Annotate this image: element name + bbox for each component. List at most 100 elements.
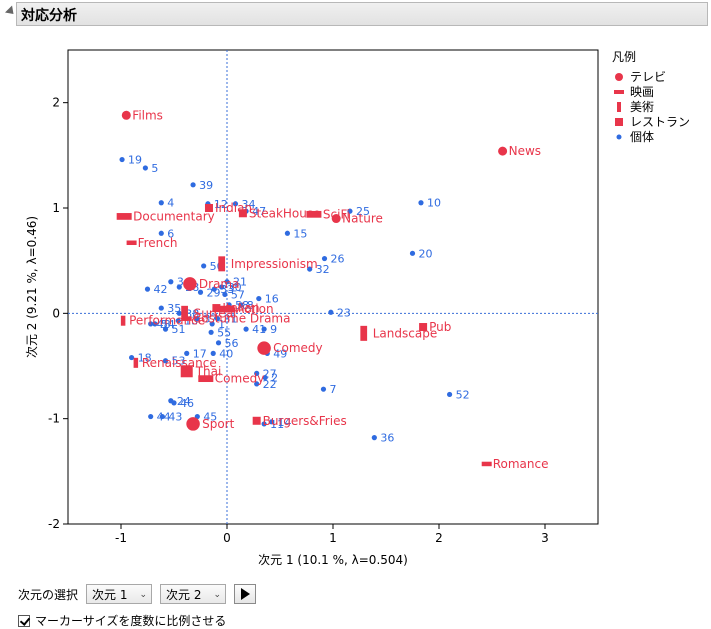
individual-point[interactable] bbox=[144, 286, 151, 292]
individual-point[interactable] bbox=[208, 329, 214, 335]
category-point-hbar[interactable] bbox=[126, 240, 137, 246]
individual-point[interactable] bbox=[119, 156, 125, 163]
category-point-hbar[interactable] bbox=[306, 210, 322, 218]
category-point-hbar[interactable] bbox=[116, 213, 132, 220]
individual-point[interactable] bbox=[254, 370, 260, 376]
dim-x-value: 次元 1 bbox=[92, 588, 128, 602]
category-point-vbar[interactable] bbox=[218, 256, 226, 272]
individual-point[interactable] bbox=[447, 391, 453, 398]
category-point-square[interactable] bbox=[419, 323, 428, 332]
individual-point[interactable] bbox=[162, 326, 169, 332]
dim-y-dropdown[interactable]: 次元 2 ⌄ bbox=[160, 584, 227, 604]
individual-point[interactable] bbox=[210, 350, 216, 356]
individual-point[interactable] bbox=[171, 400, 177, 406]
individual-point[interactable] bbox=[162, 358, 169, 364]
legend-item-individual[interactable]: 個体 bbox=[612, 129, 690, 144]
individual-label: 44 bbox=[157, 411, 171, 424]
individual-label: 36 bbox=[380, 432, 394, 445]
dim-x-dropdown[interactable]: 次元 1 ⌄ bbox=[86, 584, 153, 604]
individual-point[interactable] bbox=[214, 316, 221, 322]
individual-point[interactable] bbox=[232, 201, 239, 207]
legend-item-art[interactable]: 美術 bbox=[612, 99, 690, 114]
individual-point[interactable] bbox=[320, 386, 327, 392]
individual-point[interactable] bbox=[158, 305, 164, 311]
individual-point[interactable] bbox=[148, 413, 154, 420]
category-point-square[interactable] bbox=[204, 204, 213, 212]
individual-point[interactable] bbox=[175, 318, 181, 324]
individual-point[interactable] bbox=[262, 374, 268, 381]
individual-point[interactable] bbox=[201, 263, 207, 269]
category-point-circle[interactable] bbox=[186, 417, 200, 431]
category-point-square[interactable] bbox=[252, 416, 261, 425]
individual-point[interactable] bbox=[194, 316, 200, 322]
individual-point[interactable] bbox=[261, 326, 267, 332]
legend-item-restaurant[interactable]: レストラン bbox=[612, 114, 690, 129]
report-title-bar[interactable]: 対応分析 bbox=[16, 2, 708, 26]
individual-point[interactable] bbox=[152, 321, 158, 327]
individual-label: 57 bbox=[231, 288, 245, 301]
category-point-circle[interactable] bbox=[121, 110, 131, 120]
category-point-vbar[interactable] bbox=[133, 357, 139, 368]
individual-point[interactable] bbox=[243, 326, 249, 332]
individual-point[interactable] bbox=[129, 354, 135, 361]
individual-point[interactable] bbox=[261, 421, 267, 427]
category-point-vbar[interactable] bbox=[120, 315, 126, 326]
category-point-circle[interactable] bbox=[331, 214, 341, 224]
individual-point[interactable] bbox=[347, 208, 353, 214]
individual-point[interactable] bbox=[158, 200, 164, 206]
individual-label: 25 bbox=[356, 205, 370, 218]
category-point-square[interactable] bbox=[180, 365, 193, 378]
individual-point[interactable] bbox=[176, 310, 182, 316]
individual-point[interactable] bbox=[142, 165, 148, 171]
category-point-square[interactable] bbox=[238, 209, 247, 218]
individual-point[interactable] bbox=[184, 350, 190, 356]
individual-point[interactable] bbox=[254, 381, 260, 387]
category-point-vbar[interactable] bbox=[181, 305, 188, 321]
individual-point[interactable] bbox=[222, 291, 228, 297]
individual-label: 14 bbox=[278, 416, 292, 429]
play-arrow-icon bbox=[240, 588, 250, 600]
individual-label: 27 bbox=[263, 367, 277, 380]
individual-point[interactable] bbox=[418, 200, 424, 206]
marker-size-checkbox[interactable] bbox=[18, 614, 30, 627]
individual-point[interactable] bbox=[211, 286, 217, 292]
individual-point[interactable] bbox=[159, 413, 165, 420]
individual-point[interactable] bbox=[197, 289, 204, 295]
individual-point[interactable] bbox=[219, 284, 225, 290]
individual-point[interactable] bbox=[284, 230, 291, 236]
marker-size-option[interactable]: マーカーサイズを度数に比例させる bbox=[18, 612, 226, 629]
individual-point[interactable] bbox=[168, 279, 174, 285]
individual-point[interactable] bbox=[409, 250, 416, 256]
legend-item-tv[interactable]: テレビ bbox=[612, 69, 690, 84]
category-point-circle[interactable] bbox=[183, 277, 197, 291]
individual-point[interactable] bbox=[268, 419, 275, 425]
individual-point[interactable] bbox=[215, 340, 222, 346]
individual-point[interactable] bbox=[176, 284, 182, 290]
apply-button[interactable] bbox=[234, 584, 257, 604]
individual-point[interactable] bbox=[307, 266, 313, 272]
category-point-vbar[interactable] bbox=[360, 325, 368, 341]
individual-point[interactable] bbox=[158, 230, 164, 236]
category-point-hbar[interactable] bbox=[219, 305, 235, 313]
legend-item-movie[interactable]: 映画 bbox=[612, 84, 690, 99]
category-point-circle[interactable] bbox=[257, 341, 271, 355]
individual-point[interactable] bbox=[371, 435, 377, 441]
individual-point[interactable] bbox=[238, 302, 244, 308]
report-title: 対応分析 bbox=[21, 8, 77, 24]
individual-label: 29 bbox=[207, 286, 221, 299]
category-point-square[interactable] bbox=[212, 304, 221, 313]
individual-point[interactable] bbox=[256, 295, 262, 302]
individual-point[interactable] bbox=[328, 309, 334, 315]
individual-point[interactable] bbox=[321, 255, 328, 262]
category-point-hbar[interactable] bbox=[198, 375, 214, 383]
individual-point[interactable] bbox=[209, 321, 215, 327]
category-point-circle[interactable] bbox=[498, 146, 508, 156]
y-tick-label: -1 bbox=[48, 412, 60, 426]
individual-point[interactable] bbox=[224, 279, 230, 285]
category-label: Costume Drama bbox=[193, 312, 291, 326]
individual-point[interactable] bbox=[148, 321, 154, 327]
category-point-hbar[interactable] bbox=[481, 461, 492, 467]
dimension-controls: 次元の選択 次元 1 ⌄ 次元 2 ⌄ bbox=[18, 582, 257, 606]
individual-point[interactable] bbox=[190, 182, 196, 188]
